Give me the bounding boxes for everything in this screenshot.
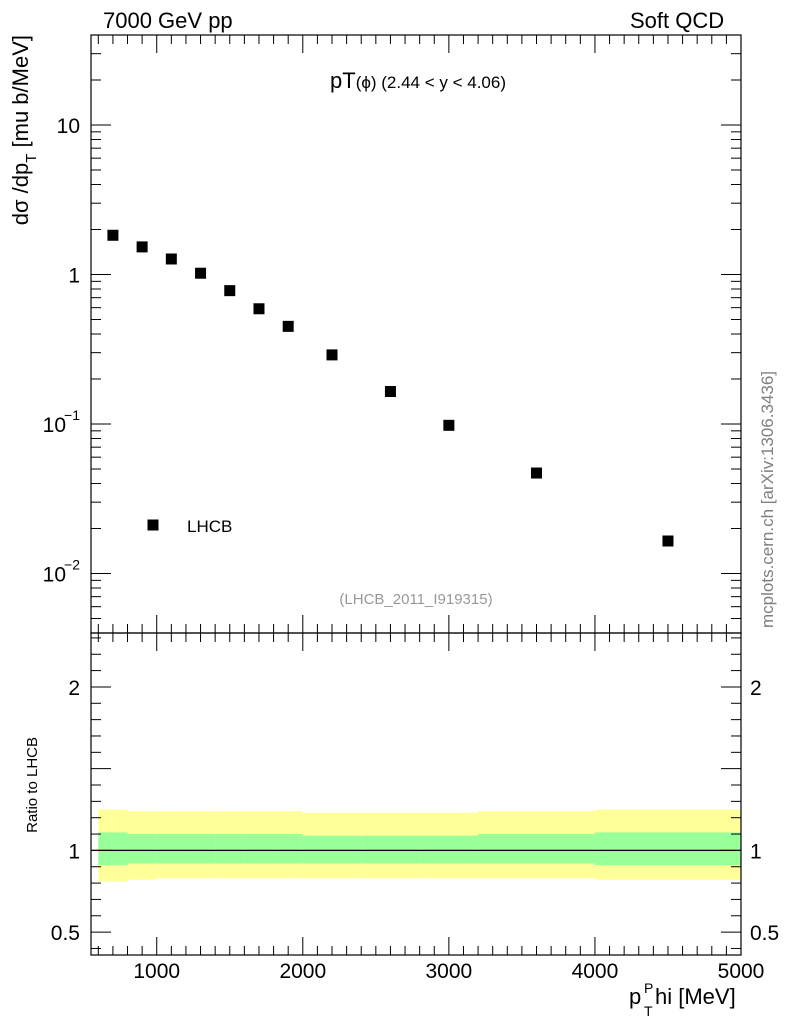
data-point: [195, 267, 207, 279]
ratio-stat-band-8: [361, 835, 420, 864]
x-axis-ticks: [97, 35, 742, 955]
ratio-y-tick-label-right: 0.5: [750, 922, 779, 945]
x-tick-label: 2000: [279, 960, 326, 983]
ratio-stat-band-4: [215, 834, 245, 864]
x-axis-title-sub: T: [644, 1003, 653, 1019]
legend-marker: [147, 519, 159, 531]
y-tick-exponent: −1: [64, 407, 80, 423]
data-points: [107, 229, 674, 547]
x-axis-title-p: p: [629, 984, 641, 1009]
y-tick-mantissa: 10: [43, 564, 66, 587]
header-left-label: 7000 GeV pp: [103, 8, 233, 33]
y-tick-mantissa: 1: [68, 265, 80, 288]
data-point: [253, 303, 265, 315]
x-axis-title-rest: hi [MeV]: [655, 984, 736, 1009]
y-tick-label-0.1: 10−1: [43, 407, 81, 437]
ratio-y-tick-label-left: 0.5: [51, 922, 80, 945]
data-point: [165, 253, 177, 265]
ratio-stat-band-7: [302, 835, 362, 864]
ratio-stat-band-6: [273, 834, 303, 864]
ratio-stat-band-2: [156, 834, 186, 864]
y-axis-title: dσ /dpT [mu b/MeV]: [8, 35, 40, 225]
main-plot-frame: [90, 34, 742, 634]
data-point: [662, 535, 674, 547]
analysis-id-label: (LHCB_2011_I919315): [339, 591, 492, 608]
ratio-y-axis-title: Ratio to LHCB: [24, 737, 41, 833]
data-point: [531, 467, 543, 479]
ratio-stat-band-1: [127, 834, 157, 864]
y-tick-label-0.01: 10−2: [43, 557, 81, 587]
x-tick-label: 1000: [133, 960, 180, 983]
ratio-y-ticks: [91, 637, 741, 949]
y-tick-mantissa: 10: [43, 414, 66, 437]
y-axis-title-part: dσ /dp: [8, 163, 33, 226]
chart-title-main: pT: [330, 68, 356, 93]
header-right-label: Soft QCD: [630, 8, 725, 33]
ratio-stat-band-11: [594, 832, 741, 866]
legend: LHCB: [147, 517, 232, 536]
y-tick-mantissa: 10: [57, 115, 80, 138]
ratio-stat-band-9: [419, 835, 479, 864]
ratio-y-tick-label-left: 1: [68, 840, 80, 863]
chart-title: pT(ϕ) (2.44 < y < 4.06): [330, 68, 506, 93]
ratio-stat-band-5: [244, 834, 274, 864]
x-axis-title-sup: P: [644, 980, 653, 996]
ratio-y-tick-label-right: 1: [750, 840, 762, 863]
x-tick-label: 5000: [718, 960, 765, 983]
y-tick-label-10: 10: [57, 115, 80, 138]
ratio-plot-frame: [90, 632, 742, 956]
ratio-bands: [98, 809, 741, 882]
y-tick-exponent: −2: [64, 557, 80, 573]
data-point: [282, 320, 294, 332]
legend-label: LHCB: [187, 517, 232, 536]
ratio-stat-band-0: [98, 832, 128, 866]
y-axis-ticks: [91, 34, 741, 634]
ratio-y-tick-label-right: 2: [750, 677, 762, 700]
x-tick-label: 3000: [426, 960, 473, 983]
ratio-stat-band-10: [478, 834, 595, 864]
x-tick-label: 4000: [572, 960, 619, 983]
y-tick-label-1: 1: [68, 265, 80, 288]
chart-title-range: (ϕ) (2.44 < y < 4.06): [356, 73, 506, 92]
y-axis-title-part: T: [23, 154, 40, 163]
y-axis-title-part: [mu b/MeV]: [8, 35, 33, 154]
data-point: [384, 385, 396, 397]
data-point: [326, 349, 338, 361]
data-point: [443, 419, 455, 431]
data-point: [107, 229, 119, 241]
ratio-stat-band-3: [185, 834, 216, 864]
data-point: [136, 241, 148, 253]
data-point: [224, 285, 236, 297]
ratio-y-tick-label-left: 2: [68, 677, 80, 700]
